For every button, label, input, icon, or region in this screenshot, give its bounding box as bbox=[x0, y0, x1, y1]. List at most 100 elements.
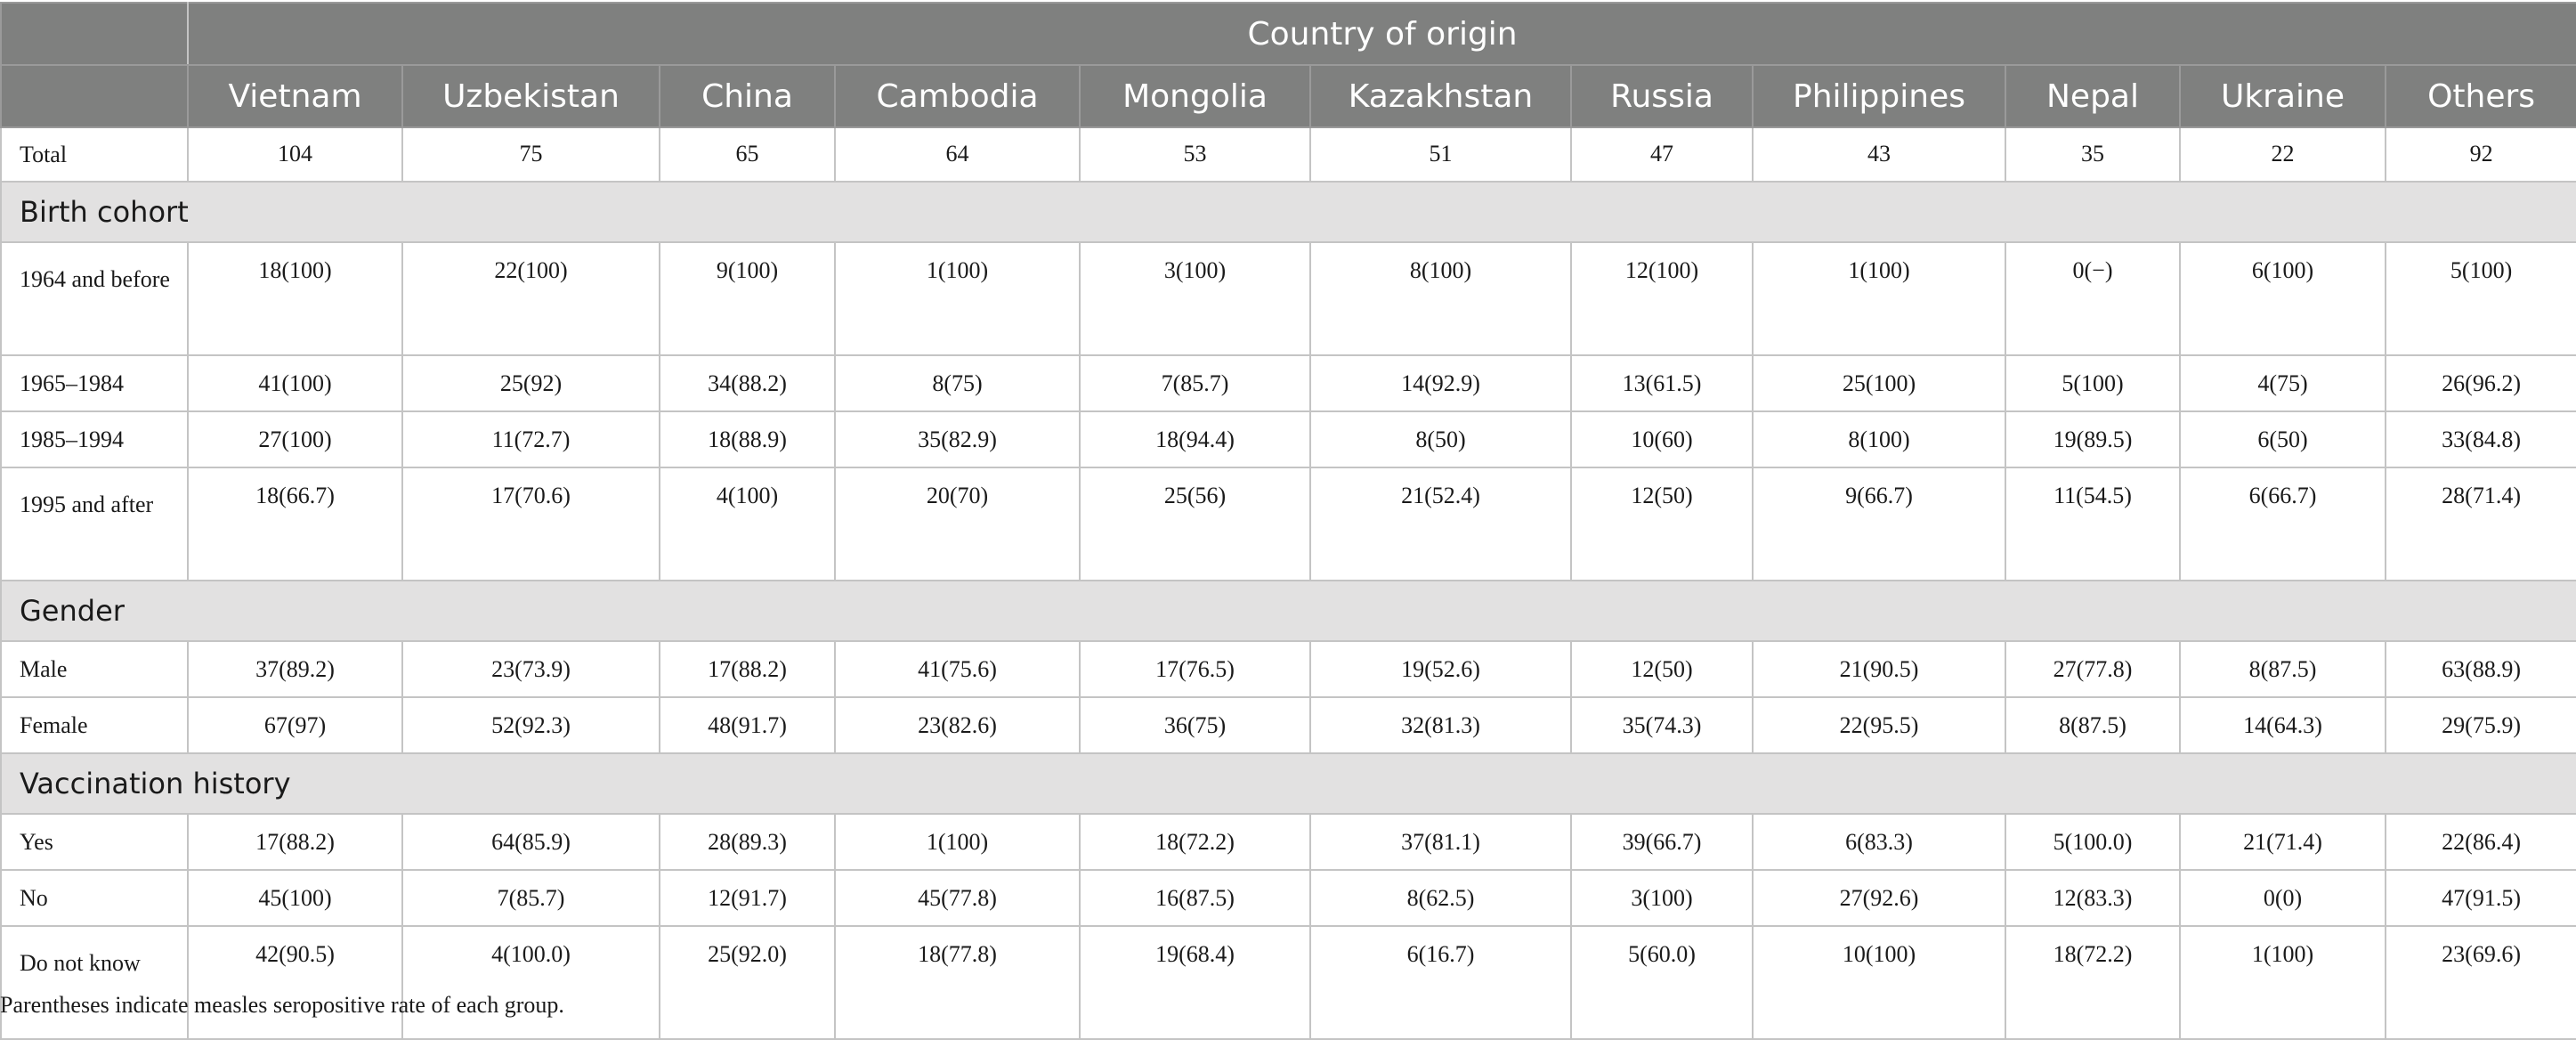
table-cell: 52(92.3) bbox=[401, 696, 660, 754]
table-cell: 18(100) bbox=[187, 241, 403, 356]
table-cell: 0(−) bbox=[2005, 241, 2181, 356]
table-cell: 8(87.5) bbox=[2179, 640, 2386, 698]
column-header: Cambodia bbox=[834, 64, 1081, 128]
table-cell: 16(87.5) bbox=[1079, 869, 1311, 927]
table-cell: 3(100) bbox=[1079, 241, 1311, 356]
column-header: Kazakhstan bbox=[1309, 64, 1572, 128]
table-cell: 27(100) bbox=[187, 410, 403, 468]
table-cell: 64 bbox=[834, 126, 1081, 183]
table-cell: 104 bbox=[187, 126, 403, 183]
table-cell: 43 bbox=[1752, 126, 2006, 183]
table-cell: 22(100) bbox=[401, 241, 660, 356]
table-cell: 35(74.3) bbox=[1570, 696, 1754, 754]
table-cell: 25(92) bbox=[401, 354, 660, 412]
table-cell: 20(70) bbox=[834, 467, 1081, 581]
table-cell: 51 bbox=[1309, 126, 1572, 183]
table-cell: 35 bbox=[2005, 126, 2181, 183]
table-cell: 21(90.5) bbox=[1752, 640, 2006, 698]
table-cell: 28(89.3) bbox=[659, 813, 836, 871]
table-cell: 14(64.3) bbox=[2179, 696, 2386, 754]
table-cell: 1(100) bbox=[834, 813, 1081, 871]
table-row: Yes 17(88.2) 64(85.9) 28(89.3) 1(100) 18(72.2… bbox=[0, 813, 2576, 871]
table-cell: 13(61.5) bbox=[1570, 354, 1754, 412]
table-cell: 42(90.5) bbox=[187, 925, 403, 1040]
table-cell: 18(94.4) bbox=[1079, 410, 1311, 468]
table-cell: 5(100.0) bbox=[2005, 813, 2181, 871]
table-cell: 4(75) bbox=[2179, 354, 2386, 412]
country-of-origin-header: Country of origin bbox=[186, 2, 2576, 66]
table-footnote: Parentheses indicate measles seropositiv… bbox=[0, 992, 564, 1018]
table-cell: 5(100) bbox=[2005, 354, 2181, 412]
table-cell: 75 bbox=[401, 126, 660, 183]
column-header: Mongolia bbox=[1079, 64, 1311, 128]
table-cell: 8(75) bbox=[834, 354, 1081, 412]
table-cell: 25(56) bbox=[1079, 467, 1311, 581]
table-row: 1965–1984 41(100) 25(92) 34(88.2) 8(75) 7(85.… bbox=[0, 354, 2576, 412]
table-cell: 9(66.7) bbox=[1752, 467, 2006, 581]
table-cell: 7(85.7) bbox=[1079, 354, 1311, 412]
table-cell: 4(100.0) bbox=[401, 925, 660, 1040]
table-cell: 36(75) bbox=[1079, 696, 1311, 754]
column-header: Others bbox=[2384, 64, 2576, 128]
row-label: 1985–1994 bbox=[0, 410, 189, 468]
row-label: 1964 and before bbox=[0, 241, 189, 356]
header-corner-cell bbox=[0, 2, 189, 66]
table-cell: 6(83.3) bbox=[1752, 813, 2006, 871]
table-cell: 5(60.0) bbox=[1570, 925, 1754, 1040]
row-label: Male bbox=[0, 640, 189, 698]
table-cell: 10(60) bbox=[1570, 410, 1754, 468]
total-row: Total 104 75 65 64 53 51 47 43 35 22 92 bbox=[0, 126, 2576, 183]
table-cell: 12(50) bbox=[1570, 640, 1754, 698]
column-header: Philippines bbox=[1752, 64, 2006, 128]
table-cell: 26(96.2) bbox=[2384, 354, 2576, 412]
table-cell: 48(91.7) bbox=[659, 696, 836, 754]
table-cell: 25(92.0) bbox=[659, 925, 836, 1040]
table-cell: 0(0) bbox=[2179, 869, 2386, 927]
table-cell: 11(54.5) bbox=[2005, 467, 2181, 581]
table-cell: 23(82.6) bbox=[834, 696, 1081, 754]
table-row: Do not know 42(90.5) 4(100.0) 25(92.0) 18(77… bbox=[0, 925, 2576, 1040]
table-body: Total 104 75 65 64 53 51 47 43 35 22 92 Birth coho… bbox=[0, 126, 2576, 1040]
table-cell: 12(100) bbox=[1570, 241, 1754, 356]
table-cell: 67(97) bbox=[187, 696, 403, 754]
table-cell: 19(89.5) bbox=[2005, 410, 2181, 468]
table-cell: 32(81.3) bbox=[1309, 696, 1572, 754]
table-cell: 18(77.8) bbox=[834, 925, 1081, 1040]
table-cell: 5(100) bbox=[2384, 241, 2576, 356]
header-group-row: Country of origin bbox=[0, 2, 2576, 66]
table-cell: 23(73.9) bbox=[401, 640, 660, 698]
table-cell: 22(86.4) bbox=[2384, 813, 2576, 871]
table-cell: 47 bbox=[1570, 126, 1754, 183]
table-cell: 18(72.2) bbox=[2005, 925, 2181, 1040]
table-cell: 1(100) bbox=[2179, 925, 2386, 1040]
table-row: Male 37(89.2) 23(73.9) 17(88.2) 41(75.6) 17(7… bbox=[0, 640, 2576, 698]
table-cell: 12(91.7) bbox=[659, 869, 836, 927]
table-cell: 14(92.9) bbox=[1309, 354, 1572, 412]
table-row: 1985–1994 27(100) 11(72.7) 18(88.9) 35(82.9)… bbox=[0, 410, 2576, 468]
table-cell: 34(88.2) bbox=[659, 354, 836, 412]
table-cell: 17(76.5) bbox=[1079, 640, 1311, 698]
section-header-row: Gender bbox=[0, 580, 2576, 642]
table-cell: 29(75.9) bbox=[2384, 696, 2576, 754]
table-cell: 37(81.1) bbox=[1309, 813, 1572, 871]
table-cell: 27(92.6) bbox=[1752, 869, 2006, 927]
table-cell: 64(85.9) bbox=[401, 813, 660, 871]
table-cell: 6(66.7) bbox=[2179, 467, 2386, 581]
column-header: Vietnam bbox=[187, 64, 403, 128]
table-cell: 19(68.4) bbox=[1079, 925, 1311, 1040]
table-cell: 17(88.2) bbox=[187, 813, 403, 871]
table-cell: 41(75.6) bbox=[834, 640, 1081, 698]
table-cell: 10(100) bbox=[1752, 925, 2006, 1040]
column-header: China bbox=[659, 64, 836, 128]
header-corner-cell bbox=[0, 64, 189, 128]
table-cell: 6(100) bbox=[2179, 241, 2386, 356]
table-cell: 28(71.4) bbox=[2384, 467, 2576, 581]
table-cell: 25(100) bbox=[1752, 354, 2006, 412]
table-cell: 22(95.5) bbox=[1752, 696, 2006, 754]
table-cell: 17(88.2) bbox=[659, 640, 836, 698]
table-cell: 39(66.7) bbox=[1570, 813, 1754, 871]
table-cell: 21(52.4) bbox=[1309, 467, 1572, 581]
table-cell: 3(100) bbox=[1570, 869, 1754, 927]
